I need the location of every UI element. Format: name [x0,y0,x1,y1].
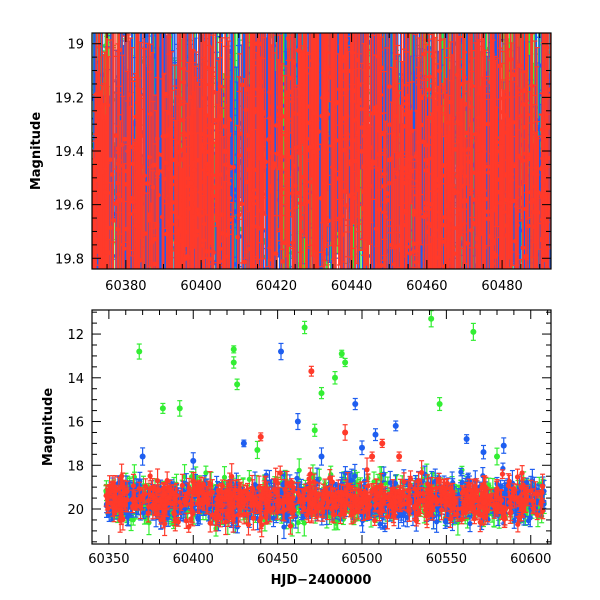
data-point [396,272,401,277]
data-point [248,274,253,279]
data-point [220,272,225,277]
data-point [524,270,529,275]
data-point [244,274,249,279]
data-point [351,294,356,299]
data-point [337,28,342,33]
top-panel: 60380 60400 60420 60440 60460 60480 1919.219.… [29,0,552,309]
data-point [164,279,169,284]
data-point [126,297,131,302]
data-point [373,281,378,286]
data-point [401,19,406,24]
data-point [200,298,205,303]
data-point [464,10,469,15]
data-point [258,27,263,32]
data-point [402,271,407,276]
data-point [122,270,127,275]
data-point [349,33,350,34]
data-point [308,273,313,278]
data-point [369,295,374,300]
data-point [481,19,486,24]
data-point [232,288,237,293]
data-point [328,23,333,28]
data-point [428,303,433,308]
data-point [294,22,299,27]
data-point [146,303,151,308]
data-point [342,0,347,5]
data-point [179,304,184,309]
data-point [169,290,174,295]
data-point [181,296,186,301]
data-point [544,270,549,275]
data-point [366,23,371,28]
data-point [320,9,325,14]
data-point [98,272,103,277]
data-point [99,0,104,4]
data-point [153,278,158,283]
data-point [497,2,502,7]
data-point [247,25,252,30]
data-point [206,269,211,274]
data-point [174,276,179,281]
data-point [236,285,241,290]
data-point [231,300,236,305]
data-point [463,284,468,289]
data-point [106,301,111,306]
data-point [520,272,525,277]
top-data-marks [92,0,551,309]
